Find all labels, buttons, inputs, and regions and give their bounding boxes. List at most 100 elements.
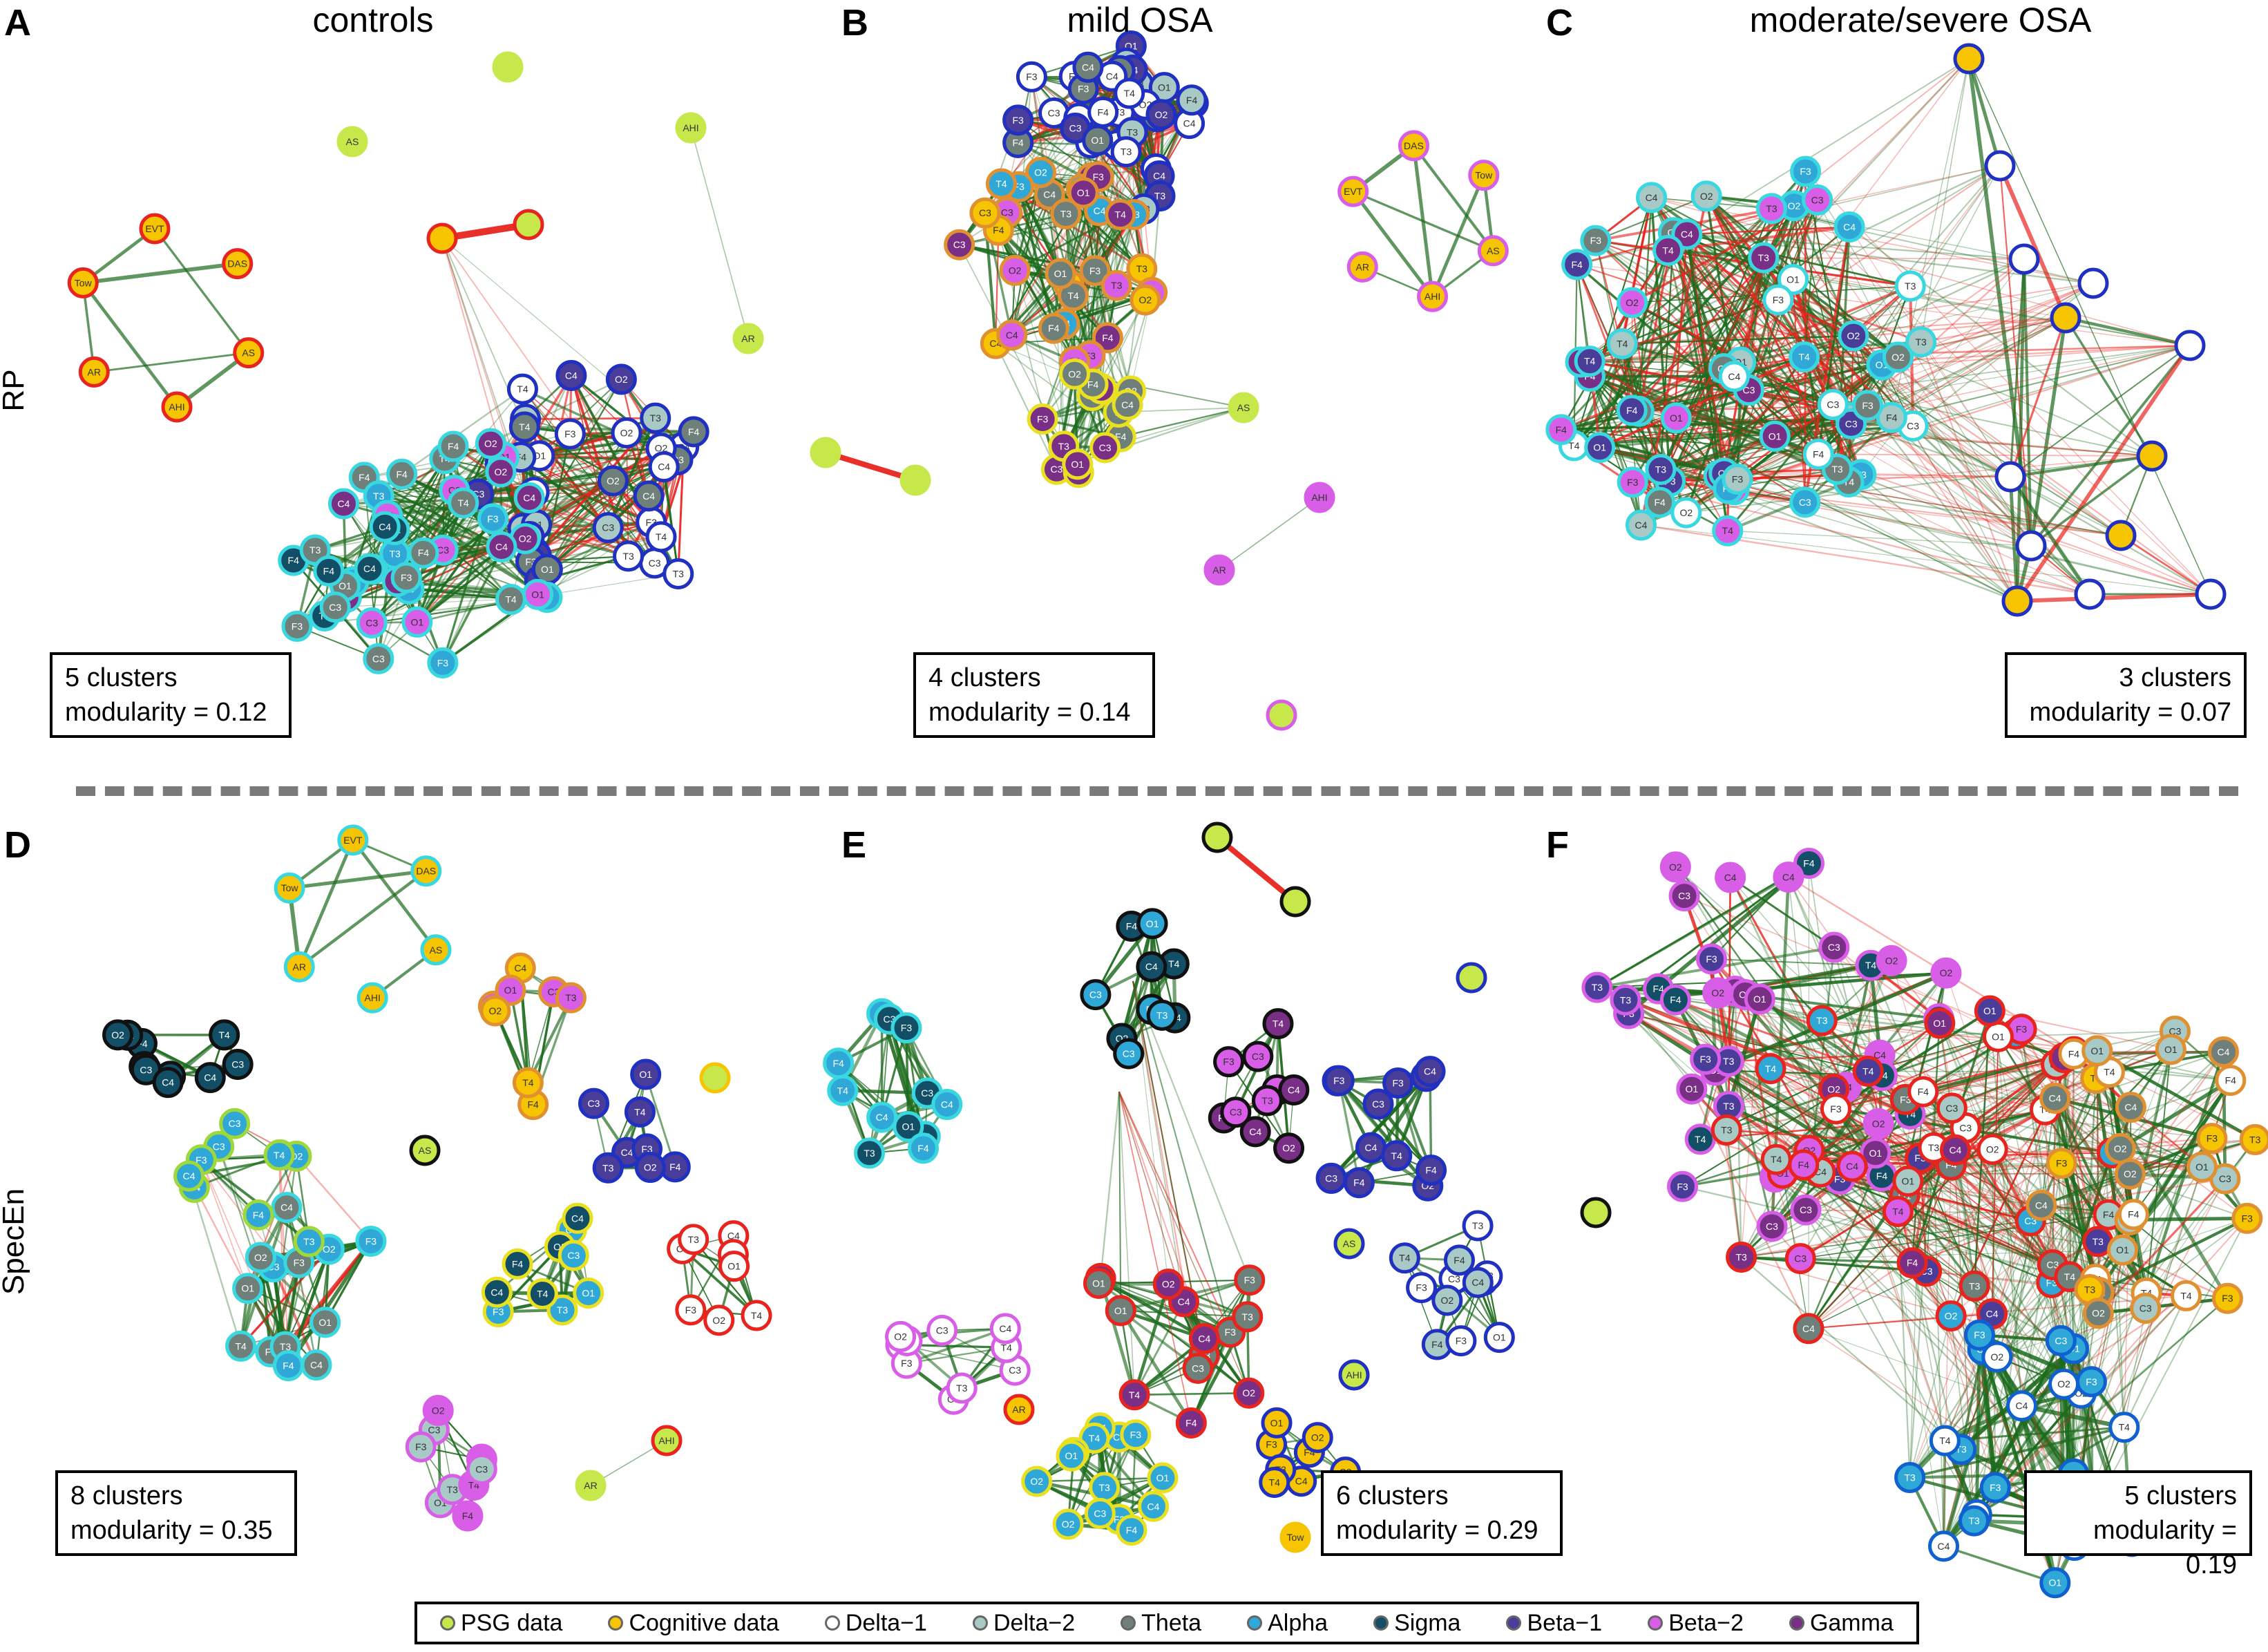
network-node: O2: [999, 254, 1031, 286]
network-edge: [1132, 980, 1231, 1333]
svg-text:T3: T3: [1969, 1280, 1981, 1291]
svg-text:C3: C3: [921, 1088, 933, 1099]
network-node: F4: [1087, 96, 1119, 128]
svg-text:T4: T4: [1115, 209, 1127, 220]
network-node: F3: [1979, 1472, 2011, 1503]
network-edge: [1991, 1148, 2055, 1266]
network-edge: [200, 1159, 249, 1289]
svg-text:F4: F4: [1012, 137, 1024, 148]
network-edge: [2030, 344, 2191, 547]
network-node: O1: [1924, 1007, 1956, 1039]
stats-box-f: 5 clusters modularity = 0.19: [2024, 1470, 2252, 1579]
network-edge: [690, 127, 749, 339]
network-node: C4: [1174, 108, 1206, 140]
panel-title-moderate-severe-osa: moderate/severe OSA: [1749, 1, 2092, 39]
legend-item: Alpha: [1247, 1610, 1328, 1637]
network-node: T4: [1789, 341, 1820, 373]
svg-text:C4: C4: [571, 1213, 584, 1224]
svg-text:O1: O1: [1493, 1332, 1506, 1343]
network-edge: [1580, 283, 2094, 363]
network-edge: [1597, 987, 1913, 1264]
network-node: F3: [390, 562, 422, 594]
network-edge: [1595, 240, 2032, 547]
network-edge: [1853, 335, 2211, 595]
network-node: C4: [1836, 1150, 1868, 1182]
network-node: F3: [890, 1347, 922, 1379]
svg-text:C4: C4: [1802, 1323, 1815, 1334]
network-edge: [1215, 835, 1297, 904]
network-node: Tow: [1468, 160, 1500, 191]
network-edge: [1730, 877, 1913, 1264]
network-node: AHI: [1338, 1359, 1370, 1391]
network-edge: [1745, 994, 2046, 1110]
network-node: Tow: [274, 872, 305, 904]
svg-text:T3: T3: [2093, 1236, 2104, 1247]
network-edge: [1670, 283, 2094, 482]
network-edge: [1686, 234, 1739, 480]
network-node: C4: [1072, 51, 1104, 83]
network-node: O1: [1982, 1020, 2014, 1052]
panel-label-b: B: [841, 2, 868, 44]
svg-text:O2: O2: [1068, 368, 1081, 379]
svg-text:T3: T3: [1928, 1142, 1940, 1153]
network-node: F4: [386, 458, 418, 490]
network-node: DAS: [222, 248, 254, 280]
network-node: O1: [1105, 1295, 1136, 1327]
network-edge: [298, 839, 354, 968]
network-node: AS: [420, 934, 452, 966]
network-edge: [2124, 1308, 2146, 1427]
svg-text:F4: F4: [1571, 259, 1583, 270]
network-edge: [298, 869, 428, 969]
svg-text:F3: F3: [2207, 1133, 2218, 1144]
svg-text:O2: O2: [495, 466, 508, 477]
network-node: [2174, 330, 2206, 361]
network-edge: [1950, 1316, 1975, 1521]
svg-text:T4: T4: [837, 1085, 849, 1096]
network-node: O1: [401, 606, 433, 638]
svg-text:C3: C3: [213, 1141, 225, 1152]
network-node: C3: [1362, 1088, 1394, 1120]
network-node: C3: [639, 547, 671, 579]
network-node: AHI: [675, 112, 707, 144]
legend-swatch-beta1: [1506, 1615, 1522, 1631]
svg-text:F3: F3: [1732, 473, 1744, 484]
network-edge: [188, 1175, 242, 1347]
network-node: F4: [1876, 401, 1907, 433]
network-edge: [1590, 375, 2211, 595]
svg-text:F4: F4: [1425, 1165, 1437, 1176]
network-edge: [295, 1155, 372, 1242]
network-edge: [1684, 895, 1853, 1167]
svg-text:O1: O1: [2164, 1044, 2178, 1055]
svg-text:F4: F4: [1048, 323, 1060, 334]
network-node: T3: [613, 540, 645, 572]
network-node: O1: [1483, 1322, 1515, 1354]
network-node: T4: [1755, 1053, 1786, 1085]
network-node: T4: [1114, 77, 1145, 109]
svg-text:O2: O2: [1162, 1279, 1175, 1290]
svg-text:AR: AR: [741, 333, 754, 344]
network-edge: [1803, 1063, 2057, 1166]
network-node: C4: [2207, 1036, 2239, 1068]
network-edge: [1817, 200, 2018, 602]
svg-text:C4: C4: [1724, 872, 1737, 883]
svg-text:AS: AS: [419, 1145, 432, 1156]
svg-text:C4: C4: [363, 563, 376, 574]
network-edge: [2097, 1177, 2226, 1314]
svg-text:F3: F3: [1093, 171, 1105, 182]
network-node: O2: [2048, 1368, 2080, 1400]
svg-text:F4: F4: [1353, 1177, 1365, 1188]
network-edge: [2015, 1033, 2231, 1081]
network-edge: [1782, 1172, 1978, 1515]
network-edge: [2098, 1217, 2248, 1294]
network-node: O1: [1860, 1137, 1891, 1169]
network-edge: [1668, 249, 2122, 536]
network-edge: [1945, 1308, 2146, 1441]
network-edge: [1121, 407, 1244, 437]
svg-text:O2: O2: [432, 1405, 445, 1416]
network-edge: [1951, 1162, 2062, 1166]
svg-text:C4: C4: [1145, 961, 1158, 972]
svg-text:C3: C3: [1051, 464, 1063, 475]
svg-text:O2: O2: [1945, 1311, 1958, 1322]
svg-text:C3: C3: [1372, 1099, 1384, 1110]
network-edge: [1668, 249, 2122, 536]
